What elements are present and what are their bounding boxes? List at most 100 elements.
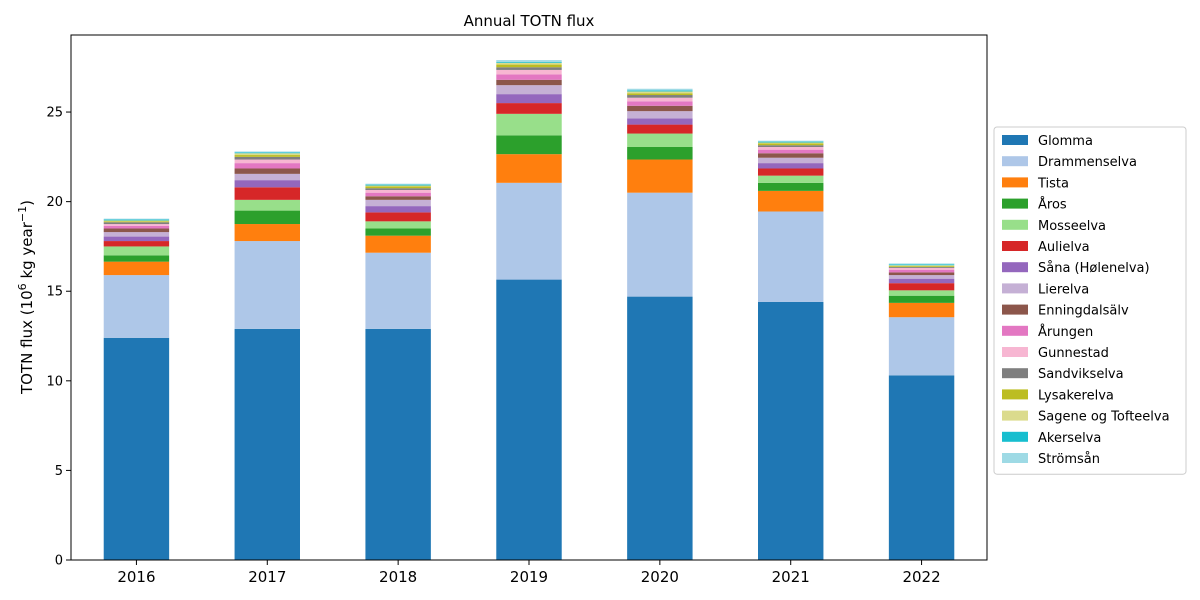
- bar-segment: [888, 267, 955, 270]
- bar-segment: [496, 113, 562, 136]
- y-tick-label: 25: [46, 106, 63, 121]
- legend-swatch: [1002, 431, 1028, 442]
- legend-label: Gunnestad: [1038, 346, 1109, 361]
- bar-segment: [496, 60, 562, 62]
- bar-segment: [365, 221, 431, 229]
- bar-segment: [103, 232, 170, 237]
- bar-segment: [234, 155, 300, 157]
- legend-swatch: [1002, 156, 1028, 167]
- bar-segment: [627, 88, 693, 91]
- bar-segment: [234, 180, 300, 188]
- legend: Glomma Drammenselva Tista Åros Mosseelva Auli…: [993, 126, 1187, 475]
- legend-label: Lysakerelva: [1038, 388, 1114, 403]
- bar-segment: [888, 272, 955, 276]
- y-tick-label: 5: [55, 464, 63, 479]
- bar-segment: [365, 188, 431, 190]
- legend-label: Sagene og Tofteelva: [1038, 410, 1170, 425]
- bar-segment: [234, 210, 300, 225]
- bar-segment: [496, 279, 562, 560]
- bar-segment: [758, 140, 824, 142]
- bar-segment: [758, 153, 824, 158]
- bar-segment: [103, 275, 170, 338]
- bar-segment: [234, 168, 300, 174]
- bar-segment: [758, 182, 824, 191]
- bar-segment: [627, 93, 693, 96]
- legend-label: Åros: [1038, 197, 1067, 213]
- bar-segment: [888, 265, 955, 267]
- bar-segment: [496, 69, 562, 75]
- legend-label: Årungen: [1038, 324, 1093, 340]
- legend-label: Tista: [1037, 176, 1069, 191]
- bar-segment: [103, 246, 170, 256]
- legend-label: Aulielva: [1038, 240, 1090, 255]
- bar-segment: [103, 220, 170, 222]
- bar-segment: [496, 74, 562, 80]
- legend-swatch: [1002, 453, 1028, 463]
- bar-segment: [234, 159, 300, 164]
- bar-segment: [234, 163, 300, 169]
- bar-segment: [234, 241, 300, 329]
- bar-segment: [888, 283, 955, 291]
- bar-segment: [758, 190, 824, 212]
- bar-segment: [758, 301, 824, 560]
- bar-segment: [888, 295, 955, 303]
- legend-label: Strömsån: [1038, 452, 1100, 467]
- bar-segment: [627, 118, 693, 125]
- legend-label: Mosseelva: [1038, 219, 1106, 234]
- bar-segment: [103, 228, 170, 233]
- legend-swatch: [1002, 325, 1028, 336]
- bar-segment: [888, 264, 955, 266]
- bar-segment: [627, 105, 693, 112]
- legend-swatch: [1002, 283, 1028, 294]
- bar-segment: [103, 218, 170, 220]
- bar-segment: [496, 67, 562, 70]
- bar-segment: [758, 143, 824, 146]
- x-axis: 2016 2017 2018 2019 2020 2021 2022: [117, 560, 941, 586]
- legend-label: Enningdalsälv: [1038, 304, 1129, 319]
- bar-segment: [496, 62, 562, 65]
- x-tick-label: 2022: [902, 568, 940, 586]
- bar-segment: [103, 261, 170, 276]
- bar-segment: [758, 142, 824, 144]
- bar-segment: [365, 185, 431, 187]
- bar-segment: [234, 156, 300, 160]
- bar-segment: [496, 61, 562, 63]
- bar-segment: [758, 157, 824, 164]
- bar-segment: [758, 145, 824, 147]
- bar-segment: [496, 154, 562, 183]
- legend-swatch: [1002, 304, 1028, 315]
- bar-stacks: [103, 60, 955, 560]
- legend-label: Glomma: [1038, 134, 1093, 149]
- bar-segment: [365, 186, 431, 189]
- bar-segment: [627, 101, 693, 106]
- bar-segment: [234, 224, 300, 242]
- bar-segment: [888, 263, 955, 265]
- bar-segment: [627, 124, 693, 134]
- bar-segment: [365, 252, 431, 329]
- x-tick-label: 2021: [772, 568, 810, 586]
- bar-segment: [365, 328, 431, 560]
- bar-segment: [234, 199, 300, 211]
- bar-segment: [365, 196, 431, 200]
- bar-segment: [103, 241, 170, 247]
- bar-segment: [496, 135, 562, 155]
- bar-segment: [627, 192, 693, 297]
- y-tick-label: 20: [46, 195, 63, 210]
- bar-segment: [888, 266, 955, 268]
- x-tick-label: 2019: [510, 568, 548, 586]
- bar-segment: [103, 337, 170, 560]
- legend-label: Såna (Hølenelva): [1038, 261, 1150, 276]
- bar-segment: [496, 182, 562, 280]
- bar-segment: [888, 269, 955, 273]
- legend-swatch: [1002, 410, 1028, 421]
- bar-segment: [103, 221, 170, 223]
- bar-segment: [365, 235, 431, 253]
- bar-segment: [758, 211, 824, 302]
- bar-segment: [496, 94, 562, 104]
- bar-segment: [234, 173, 300, 181]
- bar-segment: [758, 141, 824, 143]
- bar-segment: [627, 95, 693, 98]
- y-axis: 0 5 10 15 20 25: [46, 106, 71, 569]
- bar-segment: [365, 184, 431, 186]
- bar-segment: [888, 278, 955, 284]
